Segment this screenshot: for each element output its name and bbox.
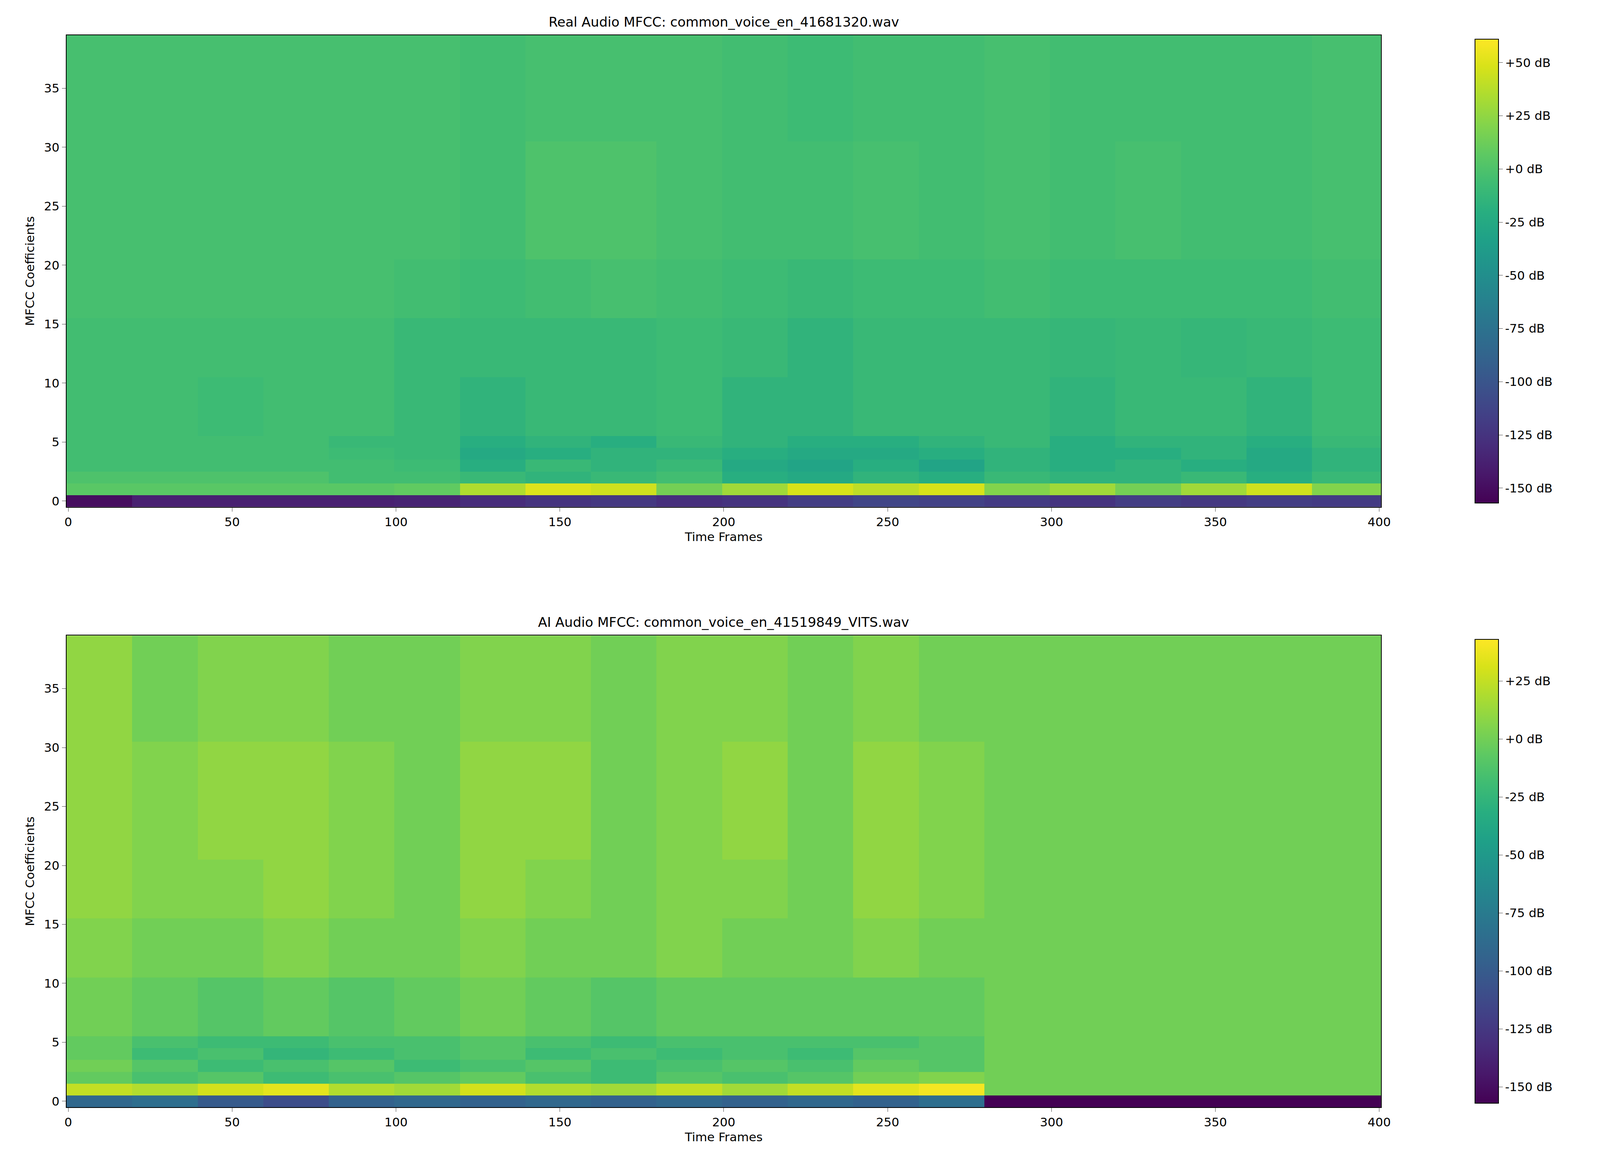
svg-text:150: 150 [548, 514, 572, 530]
svg-text:+25 dB: +25 dB [1505, 674, 1551, 689]
svg-text:+25 dB: +25 dB [1505, 108, 1551, 123]
svg-text:Time Frames: Time Frames [684, 1130, 763, 1145]
svg-text:0: 0 [64, 514, 73, 530]
svg-text:200: 200 [712, 1115, 736, 1130]
svg-text:-100 dB: -100 dB [1505, 963, 1553, 979]
svg-text:+0 dB: +0 dB [1505, 732, 1544, 747]
svg-text:5: 5 [51, 1035, 60, 1050]
svg-text:20: 20 [43, 858, 60, 873]
svg-text:150: 150 [548, 1115, 572, 1130]
svg-text:10: 10 [43, 376, 60, 391]
svg-text:-25 dB: -25 dB [1505, 215, 1545, 230]
svg-text:250: 250 [876, 1115, 900, 1130]
svg-text:35: 35 [43, 681, 60, 696]
svg-text:+0 dB: +0 dB [1505, 161, 1544, 176]
svg-text:MFCC Coefficients: MFCC Coefficients [22, 816, 37, 927]
svg-text:-50 dB: -50 dB [1505, 268, 1545, 283]
svg-text:0: 0 [64, 1115, 73, 1130]
svg-text:50: 50 [224, 1115, 240, 1130]
svg-text:Time Frames: Time Frames [684, 529, 763, 544]
svg-text:-150 dB: -150 dB [1505, 1079, 1553, 1095]
svg-text:250: 250 [876, 514, 900, 530]
svg-text:5: 5 [51, 434, 60, 450]
svg-text:350: 350 [1203, 514, 1227, 530]
svg-text:-75 dB: -75 dB [1505, 321, 1545, 336]
svg-text:25: 25 [43, 799, 60, 814]
svg-text:15: 15 [43, 917, 60, 932]
svg-text:300: 300 [1040, 1115, 1064, 1130]
svg-text:200: 200 [712, 514, 736, 530]
svg-text:35: 35 [43, 81, 60, 96]
svg-text:400: 400 [1367, 1115, 1391, 1130]
svg-text:400: 400 [1367, 514, 1391, 530]
svg-text:+50 dB: +50 dB [1505, 55, 1551, 70]
svg-text:100: 100 [384, 1115, 408, 1130]
svg-text:-125 dB: -125 dB [1505, 427, 1553, 443]
svg-text:-100 dB: -100 dB [1505, 374, 1553, 389]
svg-text:20: 20 [43, 258, 60, 273]
svg-text:25: 25 [43, 199, 60, 214]
svg-text:30: 30 [43, 140, 60, 155]
svg-text:AI Audio MFCC: common_voice_en: AI Audio MFCC: common_voice_en_41519849_… [538, 614, 910, 631]
svg-text:10: 10 [43, 976, 60, 991]
svg-text:0: 0 [51, 494, 60, 509]
svg-text:MFCC Coefficients: MFCC Coefficients [22, 216, 37, 327]
svg-text:300: 300 [1040, 514, 1064, 530]
svg-text:-50 dB: -50 dB [1505, 848, 1545, 863]
svg-text:100: 100 [384, 514, 408, 530]
svg-text:50: 50 [224, 514, 240, 530]
svg-text:15: 15 [43, 317, 60, 332]
svg-text:0: 0 [51, 1094, 60, 1109]
svg-text:Real Audio MFCC: common_voice_: Real Audio MFCC: common_voice_en_4168132… [548, 14, 899, 30]
svg-text:350: 350 [1203, 1115, 1227, 1130]
svg-text:-150 dB: -150 dB [1505, 481, 1553, 496]
svg-text:-25 dB: -25 dB [1505, 790, 1545, 805]
svg-text:-125 dB: -125 dB [1505, 1021, 1553, 1037]
svg-text:30: 30 [43, 740, 60, 755]
svg-text:-75 dB: -75 dB [1505, 906, 1545, 921]
